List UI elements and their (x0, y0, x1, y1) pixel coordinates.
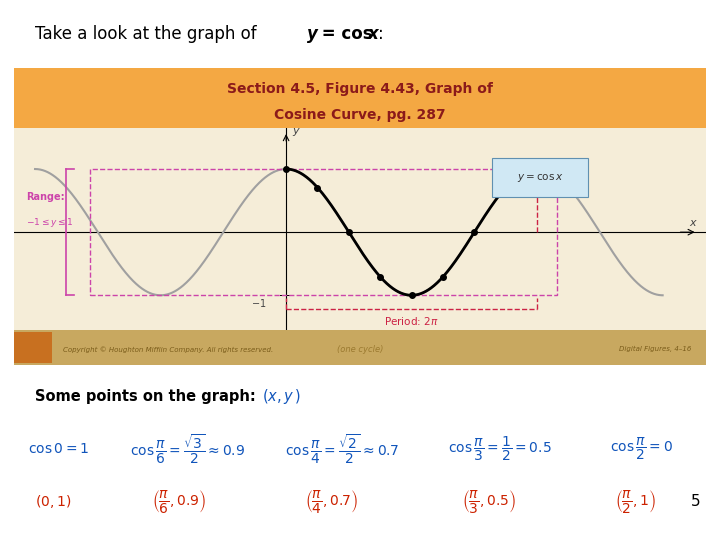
Text: x: x (368, 25, 379, 43)
Text: $\cos\dfrac{\pi}{4}=\dfrac{\sqrt{2}}{2}\approx 0.7$: $\cos\dfrac{\pi}{4}=\dfrac{\sqrt{2}}{2}\… (285, 433, 399, 465)
Bar (14, 332, 53, 363)
Text: $(0, 1)$: $(0, 1)$ (35, 493, 71, 510)
Text: = cos: = cos (316, 25, 379, 43)
Text: $\cos\dfrac{\pi}{2}=0$: $\cos\dfrac{\pi}{2}=0$ (610, 436, 673, 462)
Text: Section 4.5, Figure 4.43, Graph of: Section 4.5, Figure 4.43, Graph of (227, 82, 493, 96)
Text: $-1$: $-1$ (251, 296, 266, 308)
Text: $\left(\dfrac{\pi}{6}, 0.9\right)$: $\left(\dfrac{\pi}{6}, 0.9\right)$ (152, 488, 207, 515)
Text: $y = \cos x$: $y = \cos x$ (516, 172, 563, 184)
Text: $y$: $y$ (292, 126, 301, 138)
Text: $\cos 0 = 1$: $\cos 0 = 1$ (28, 442, 89, 456)
Text: $-1 \leq y \leq 1$: $-1 \leq y \leq 1$ (27, 216, 74, 229)
Text: Cosine Curve, pg. 287: Cosine Curve, pg. 287 (274, 108, 446, 122)
Text: Copyright © Houghton Mifflin Company. All rights reserved.: Copyright © Houghton Mifflin Company. Al… (63, 346, 273, 353)
Text: $\cos\dfrac{\pi}{3}=\dfrac{1}{2}=0.5$: $\cos\dfrac{\pi}{3}=\dfrac{1}{2}=0.5$ (448, 435, 552, 463)
Text: Range:: Range: (27, 192, 65, 202)
Text: y: y (307, 25, 318, 43)
Text: $\left(\dfrac{\pi}{2}, 1\right)$: $\left(\dfrac{\pi}{2}, 1\right)$ (615, 488, 656, 515)
Text: $\left(\dfrac{\pi}{4}, 0.7\right)$: $\left(\dfrac{\pi}{4}, 0.7\right)$ (305, 488, 359, 515)
Text: Period: $2\pi$: Period: $2\pi$ (384, 314, 439, 327)
Text: $\cos\dfrac{\pi}{6}=\dfrac{\sqrt{3}}{2}\approx 0.9$: $\cos\dfrac{\pi}{6}=\dfrac{\sqrt{3}}{2}\… (130, 433, 246, 465)
Text: Digital Figures, 4–16: Digital Figures, 4–16 (619, 346, 692, 352)
Text: Some points on the graph:: Some points on the graph: (35, 389, 256, 404)
Text: (one cycle): (one cycle) (337, 345, 383, 354)
FancyBboxPatch shape (492, 158, 588, 198)
Text: $\left(\dfrac{\pi}{3}, 0.5\right)$: $\left(\dfrac{\pi}{3}, 0.5\right)$ (462, 488, 516, 515)
Text: :: : (378, 25, 384, 43)
Text: Take a look at the graph of: Take a look at the graph of (35, 25, 262, 43)
Text: 5: 5 (690, 494, 700, 509)
Text: $(x, y\,)$: $(x, y\,)$ (262, 387, 301, 406)
Text: $x$: $x$ (689, 218, 698, 228)
